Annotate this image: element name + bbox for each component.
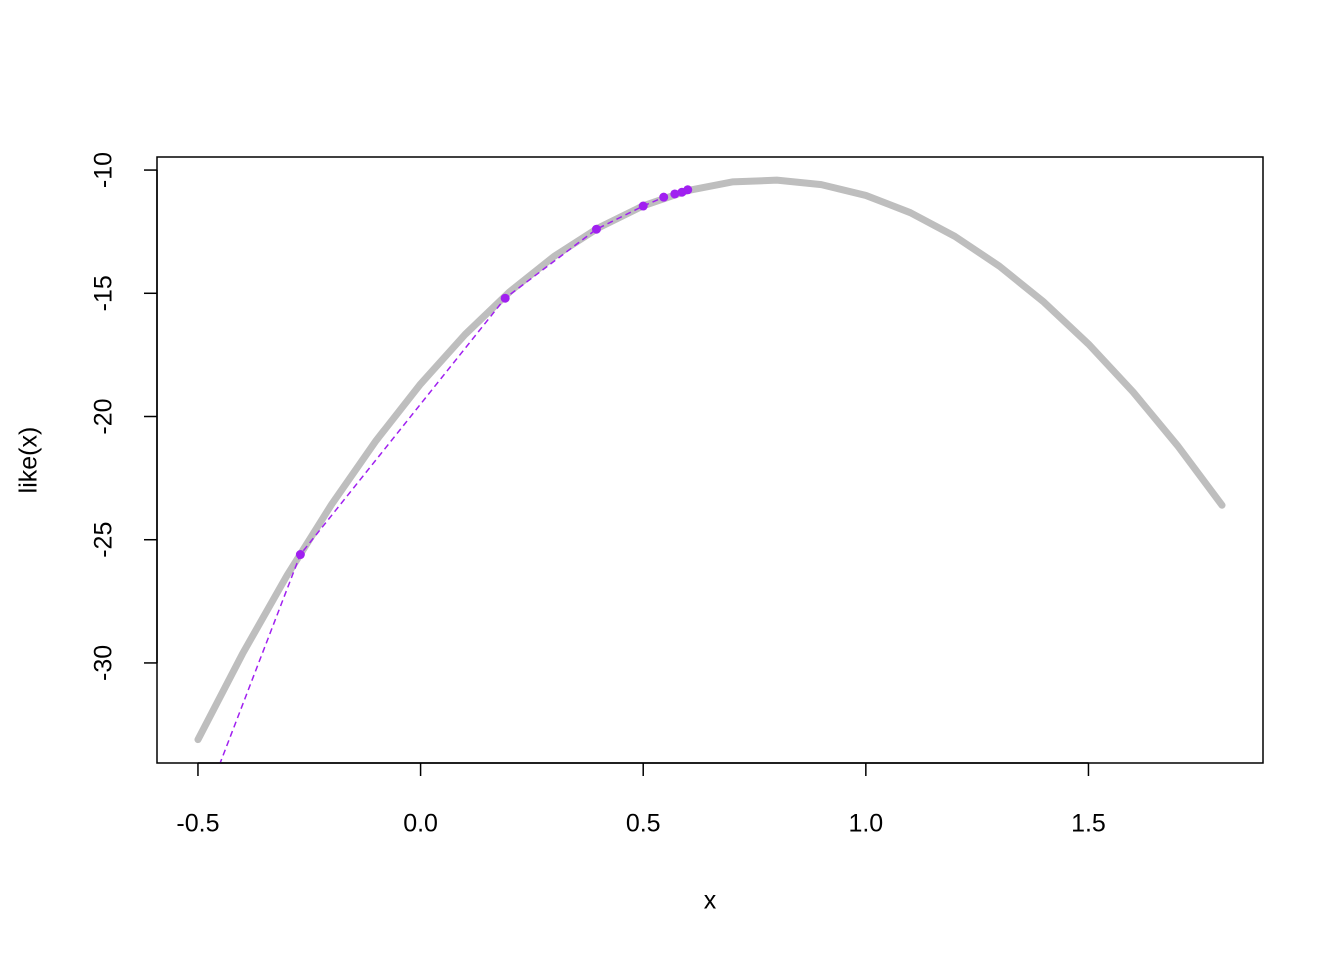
dashed-line xyxy=(219,189,689,763)
y-tick-label: -20 xyxy=(90,398,118,434)
point xyxy=(638,201,648,211)
y-tick-label: -30 xyxy=(90,645,118,681)
point xyxy=(659,192,669,202)
point xyxy=(500,293,510,303)
point xyxy=(591,224,601,234)
point xyxy=(670,189,680,199)
curve-line xyxy=(194,176,1226,744)
x-tick-label: 1.5 xyxy=(1071,810,1106,838)
y-tick-label: -15 xyxy=(90,275,118,311)
x-tick-label: 0.0 xyxy=(403,810,438,838)
x-tick-label: 1.0 xyxy=(848,810,883,838)
x-axis-title: x xyxy=(704,887,717,915)
y-axis-title: like(x) xyxy=(15,427,43,494)
x-tick-label: 0.5 xyxy=(626,810,661,838)
plot-box xyxy=(156,156,1264,764)
point xyxy=(295,550,305,560)
y-tick-label: -10 xyxy=(90,152,118,188)
x-tick-label: -0.5 xyxy=(176,810,219,838)
y-tick-label: -25 xyxy=(90,522,118,558)
point xyxy=(683,185,693,195)
plot-area xyxy=(194,176,1226,763)
